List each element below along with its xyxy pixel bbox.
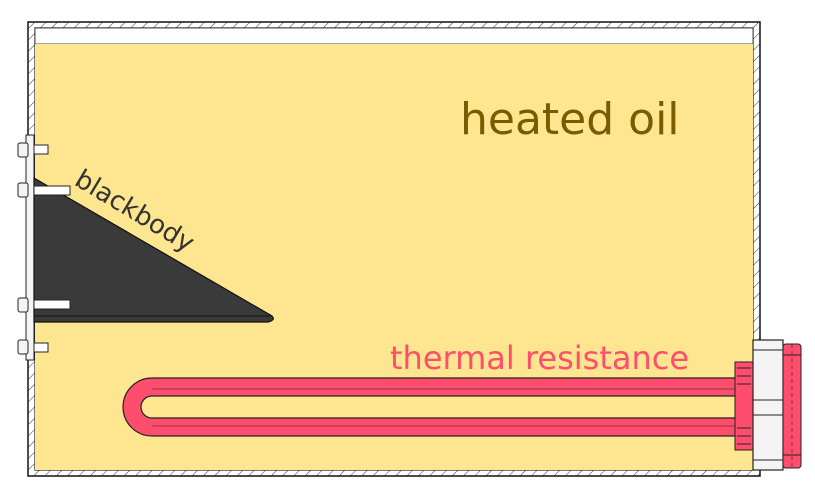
blackbody-plate — [33, 176, 274, 323]
bolt-4 — [17, 339, 49, 355]
heater-fitting — [734, 339, 802, 471]
thermal-resistance-label: thermal resistance — [390, 339, 690, 377]
blackbody-bolt-slot-bottom — [33, 299, 71, 310]
air-gap — [34, 27, 754, 45]
blackbody-bolt-slot-top — [33, 185, 71, 196]
blackbody-triangle — [33, 176, 274, 323]
mounting-plate — [25, 134, 35, 361]
thermal-resistance-element — [122, 339, 802, 471]
heated-oil-label: heated oil — [460, 94, 680, 145]
heater-tube — [122, 377, 753, 437]
heater-nut — [752, 339, 784, 471]
bolt-1 — [17, 142, 49, 158]
